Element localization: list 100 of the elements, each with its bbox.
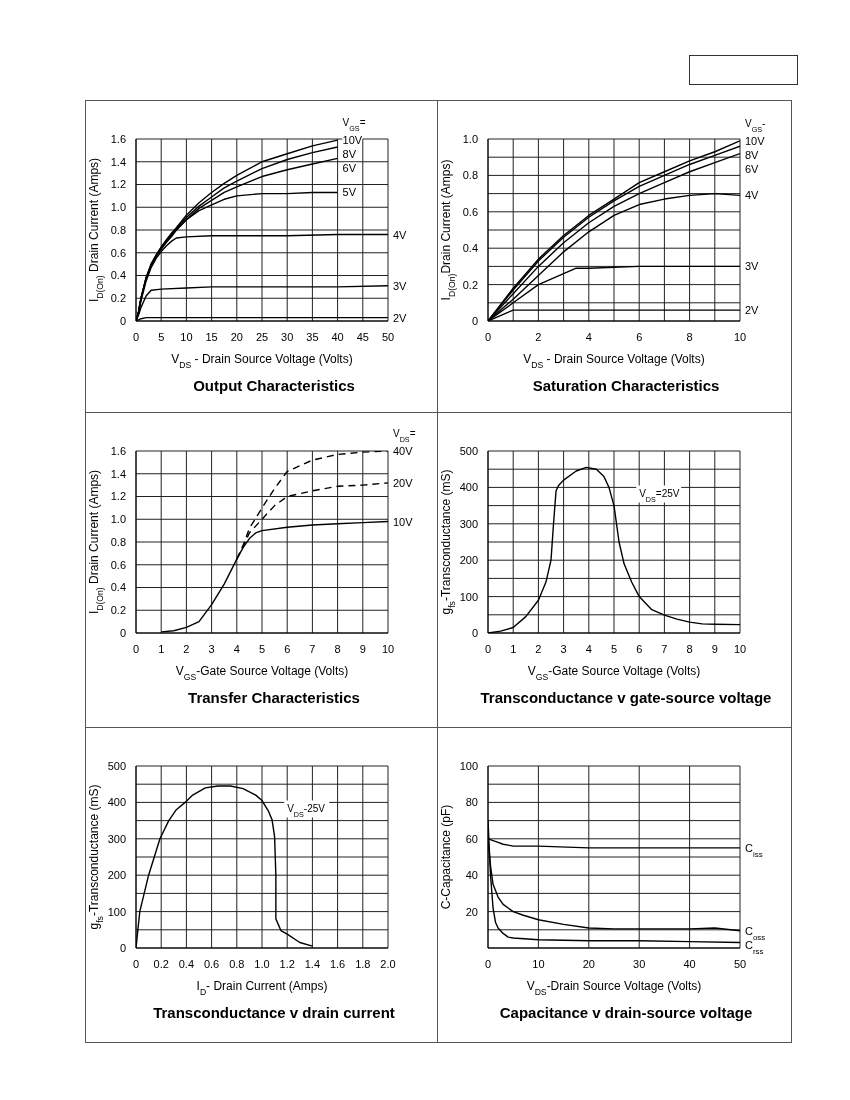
x-tick-label: 2 (535, 642, 542, 655)
x-tick-label: 9 (711, 642, 718, 655)
y-tick-label: 60 (465, 832, 478, 845)
x-axis-title: V$_{GS}$-Gate Source Voltage (Volts) (175, 664, 349, 682)
y-tick-label: 0.4 (110, 581, 126, 594)
y-tick-label: 0.6 (462, 205, 478, 218)
x-tick-label: 2 (535, 330, 542, 343)
y-tick-label: 1.4 (110, 155, 126, 168)
x-tick-label: 15 (205, 330, 218, 343)
x-tick-label: 0 (484, 330, 492, 343)
x-tick-label: 4 (585, 642, 592, 655)
x-tick-label: 1.6 (329, 957, 346, 970)
x-tick-label: 0 (484, 957, 492, 970)
x-axis-title: V$_{DS}$ - Drain Source Voltage (Volts) (523, 352, 705, 370)
series-label: 10V (393, 515, 414, 528)
y-tick-label: 200 (459, 554, 478, 567)
x-tick-label: 40 (331, 330, 344, 343)
x-tick-label: 7 (661, 642, 668, 655)
y-tick-label: 0 (119, 626, 126, 639)
x-tick-label: 1 (158, 642, 165, 655)
legend-title: V$_{GS}$- (745, 117, 766, 134)
x-tick-label: 20 (582, 957, 595, 970)
x-tick-label: 30 (633, 957, 646, 970)
x-tick-label: 0 (132, 957, 140, 970)
y-tick-label: 200 (107, 869, 126, 882)
y-tick-label: 400 (107, 796, 126, 809)
y-tick-label: 100 (459, 759, 478, 772)
series-label: 10V (342, 134, 363, 147)
x-tick-label: 10 (733, 330, 747, 343)
legend-title: V$_{DS}$= (393, 428, 416, 444)
x-tick-label: 6 (636, 642, 643, 655)
y-tick-label: 0 (471, 314, 478, 327)
y-tick-label: 400 (459, 481, 478, 494)
x-tick-label: 20 (230, 330, 243, 343)
y-tick-label: 0.8 (110, 223, 126, 236)
y-tick-label: 20 (465, 905, 478, 918)
x-tick-label: 10 (180, 330, 193, 343)
y-tick-label: 0 (119, 314, 126, 327)
x-axis-title: V$_{DS}$-Drain Source Voltage (Volts) (526, 979, 702, 997)
y-tick-label: 1.4 (110, 467, 126, 480)
x-tick-label: 10 (733, 642, 747, 655)
x-tick-label: 1 (510, 642, 517, 655)
x-tick-label: 0.6 (203, 957, 220, 970)
text: Saturation Characteristics (531, 377, 721, 394)
x-tick-label: 50 (381, 330, 395, 343)
y-tick-label: 300 (107, 832, 126, 845)
y-tick-label: 0.8 (462, 169, 478, 182)
x-tick-label: 35 (306, 330, 319, 343)
y-tick-label: 500 (459, 444, 478, 457)
y-tick-label: 0.8 (110, 535, 126, 548)
series-label: 40V (393, 445, 414, 457)
y-tick-label: 300 (459, 517, 478, 530)
series-label: 4V (393, 228, 408, 241)
series-label: 20V (393, 476, 414, 489)
x-tick-label: 0 (484, 642, 492, 655)
y-axis-title: C-Capacitance (pF) (439, 804, 453, 910)
x-tick-label: 5 (258, 642, 266, 655)
x-axis-title: V$_{DS}$ - Drain Source Voltage (Volts) (171, 352, 353, 370)
series-label: 5V (342, 186, 357, 199)
x-tick-label: 0 (132, 642, 140, 655)
x-tick-label: 8 (334, 642, 341, 655)
y-tick-label: 0.2 (462, 278, 478, 291)
y-tick-label: 40 (465, 869, 478, 882)
x-tick-label: 7 (309, 642, 316, 655)
y-tick-label: 0.4 (462, 242, 478, 255)
x-tick-label: 1.4 (304, 957, 321, 970)
series-label: 4V (745, 189, 760, 202)
x-tick-label: 4 (233, 642, 240, 655)
series-label: C$_{iss}$ (745, 841, 763, 859)
x-tick-label: 10 (381, 642, 395, 655)
x-tick-label: 1.0 (254, 957, 270, 970)
x-tick-label: 9 (359, 642, 366, 655)
x-tick-label: 2.0 (380, 957, 396, 970)
x-tick-label: 5 (610, 642, 618, 655)
x-tick-label: 3 (208, 642, 215, 655)
y-tick-label: 1.0 (110, 513, 126, 526)
y-tick-label: 1.2 (110, 178, 126, 191)
series-label: 2V (745, 304, 760, 317)
y-tick-label: 100 (459, 590, 478, 603)
y-tick-label: 1.0 (462, 132, 478, 145)
x-tick-label: 0 (132, 330, 140, 343)
y-tick-label: 1.2 (110, 490, 126, 503)
x-tick-label: 30 (281, 330, 294, 343)
text: Capacitance v drain-source voltage (498, 1004, 754, 1021)
y-tick-label: 0.2 (110, 292, 126, 305)
x-tick-label: 45 (356, 330, 369, 343)
series-label: 10V (745, 134, 766, 147)
y-tick-label: 0.6 (110, 558, 126, 571)
text: Output Characteristics (192, 377, 356, 394)
series-label: 3V (745, 260, 760, 273)
y-tick-label: 100 (107, 905, 126, 918)
x-tick-label: 1.2 (279, 957, 295, 970)
x-tick-label: 2 (183, 642, 190, 655)
series-label: 2V (393, 311, 408, 324)
x-tick-label: 4 (585, 330, 592, 343)
y-tick-label: 80 (465, 796, 478, 809)
x-tick-label: 0.2 (153, 957, 169, 970)
text: Transconductance v gate-source voltage (479, 689, 773, 706)
series-label: 8V (745, 148, 760, 161)
x-axis-title: V$_{GS}$-Gate Source Voltage (Volts) (527, 664, 701, 682)
